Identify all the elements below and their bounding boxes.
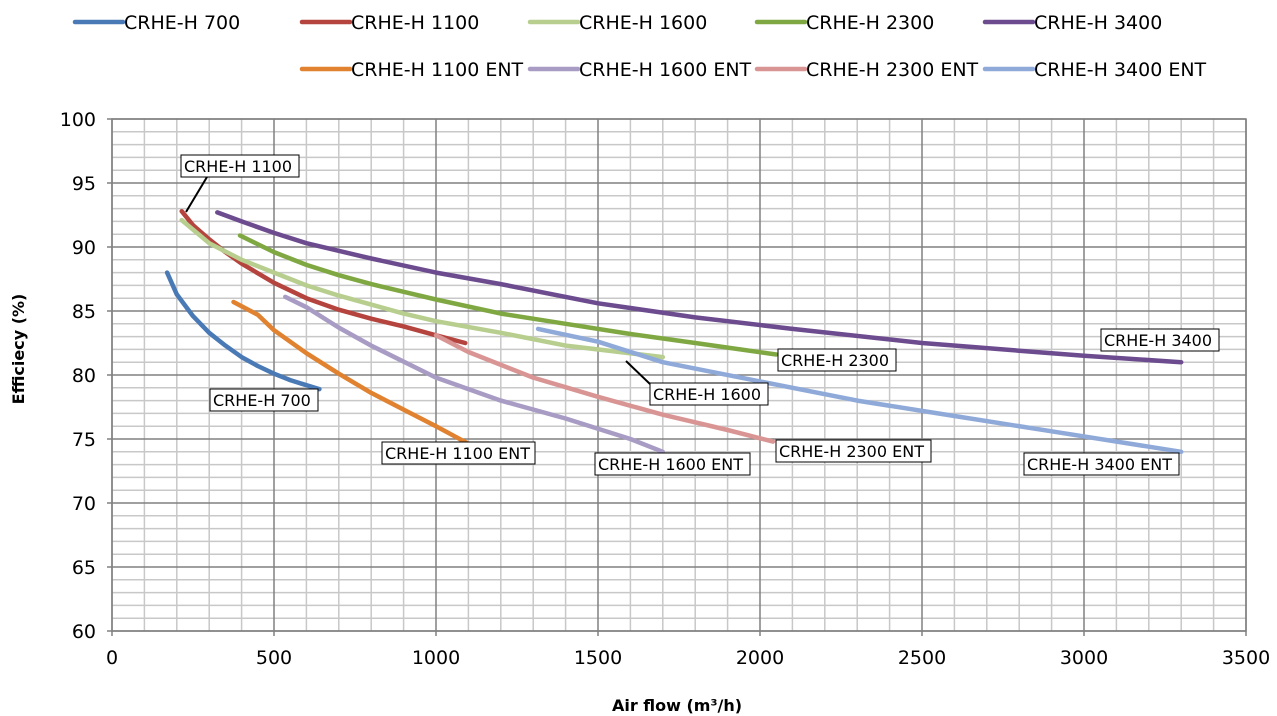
series-line: [179, 208, 468, 346]
annotation-label: CRHE-H 1100: [184, 157, 292, 176]
annotation-box: [1100, 328, 1220, 352]
legend: CRHE-H 700 CRHE-H 1100 CRHE-H 1600 CRHE-H 2…: [72, 12, 1207, 81]
legend-label: CRHE-H 2300: [806, 12, 934, 34]
annotation-box: [381, 441, 536, 465]
legend-label: CRHE-H 1100 ENT: [351, 59, 524, 81]
series-line: [179, 217, 666, 360]
series-line: [433, 333, 776, 444]
y-tick-label: 100: [60, 109, 96, 131]
x-tick-label: 2000: [736, 647, 784, 669]
x-axis-ticks: 0 500 1000 1500 2000 2500 3000 3500: [106, 647, 1270, 669]
legend-label: CRHE-H 3400: [1034, 12, 1162, 34]
y-tick-label: 60: [72, 621, 96, 643]
annotation-label: CRHE-H 2300 ENT: [779, 442, 924, 461]
annotation-label: CRHE-H 3400 ENT: [1027, 455, 1172, 474]
plot-frame: [111, 118, 1247, 632]
annotation-label: CRHE-H 1600: [653, 385, 761, 404]
series-line: [535, 326, 1184, 455]
series-line: [283, 294, 666, 455]
annotation-label: CRHE-H 3400: [1104, 331, 1212, 350]
legend-label: CRHE-H 1600: [579, 12, 707, 34]
legend-label: CRHE-H 700: [124, 12, 240, 34]
legend-label: CRHE-H 1100: [351, 12, 479, 34]
y-axis-title: Efficiecy (%): [9, 294, 28, 405]
y-tick-label: 90: [72, 237, 96, 259]
y-tick-label: 70: [72, 493, 96, 515]
x-tick-label: 2500: [898, 647, 946, 669]
legend-label: CRHE-H 1600 ENT: [579, 59, 752, 81]
x-tick-label: 0: [106, 647, 118, 669]
x-tick-label: 3500: [1222, 647, 1270, 669]
annotation-box: [649, 382, 769, 406]
x-tick-label: 1500: [574, 647, 622, 669]
y-tick-label: 75: [72, 429, 96, 451]
annotation-label: CRHE-H 2300: [781, 351, 889, 370]
x-axis-title: Air flow (m³/h): [612, 696, 742, 715]
annotation-box: [209, 388, 319, 412]
y-tick-label: 80: [72, 365, 96, 387]
annotation-box: [594, 452, 751, 476]
annotation-box: [180, 154, 300, 178]
annotation-label: CRHE-H 700: [213, 391, 311, 410]
annotation-box: [775, 439, 932, 463]
series-lines: [164, 208, 1184, 455]
y-tick-label: 65: [72, 557, 96, 579]
x-tick-label: 3000: [1060, 647, 1108, 669]
y-tick-label: 95: [72, 173, 96, 195]
annotation-box: [1023, 452, 1180, 476]
annotation-box: [777, 348, 897, 372]
annotation-leader: [625, 360, 651, 385]
legend-label: CRHE-H 3400 ENT: [1034, 59, 1207, 81]
series-line: [164, 270, 322, 392]
x-tick-label: 500: [256, 647, 292, 669]
annotation-leader: [185, 176, 208, 213]
annotation-label: CRHE-H 1600 ENT: [598, 455, 743, 474]
series-line: [231, 299, 470, 446]
series-line: [237, 233, 779, 357]
y-tick-label: 85: [72, 301, 96, 323]
legend-label: CRHE-H 2300 ENT: [806, 59, 979, 81]
series-line: [215, 210, 1184, 365]
y-axis-ticks: 60 65 70 75 80 85 90 95 100: [60, 109, 96, 643]
annotation-label: CRHE-H 1100 ENT: [385, 444, 530, 463]
x-tick-label: 1000: [412, 647, 460, 669]
annotations: CRHE-H 1100 CRHE-H 700 CRHE-H 1100 ENT CRHE…: [180, 154, 1220, 476]
